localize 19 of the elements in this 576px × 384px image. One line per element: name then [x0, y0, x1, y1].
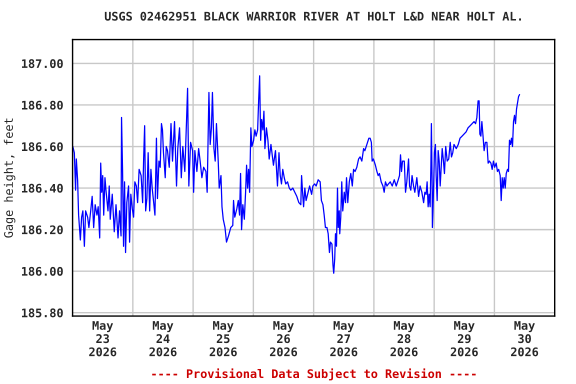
y-axis-title: Gage height, feet	[4, 118, 16, 238]
y-tick-label: 185.80	[22, 308, 63, 318]
x-tick-label: May 28 2026	[390, 321, 418, 356]
y-tick-label: 186.80	[22, 100, 63, 110]
x-tick-label: May 30 2026	[511, 321, 538, 356]
x-tick-label: May 24 2026	[149, 321, 177, 356]
x-tick-label: May 27 2026	[330, 321, 358, 356]
y-tick-label: 186.40	[22, 184, 63, 193]
y-tick-label: 186.00	[22, 266, 63, 276]
y-tick-label: 187.00	[22, 59, 63, 68]
x-tick-label: May 23 2026	[89, 321, 116, 356]
y-tick-label: 186.20	[22, 225, 63, 234]
y-tick-label: 186.60	[22, 142, 63, 152]
x-tick-label: May 29 2026	[450, 321, 478, 356]
line-series	[72, 75, 520, 274]
text: ---- Provisional Data Subject to Revision ----	[152, 368, 476, 380]
x-tick-label: May 25 2026	[210, 321, 237, 356]
chart-title: USGS 02462951 BLACK WARRIOR RIVER AT HOLT L&D NEAR HOLT AL.	[104, 12, 521, 21]
x-tick-label: May 26 2026	[270, 321, 298, 356]
